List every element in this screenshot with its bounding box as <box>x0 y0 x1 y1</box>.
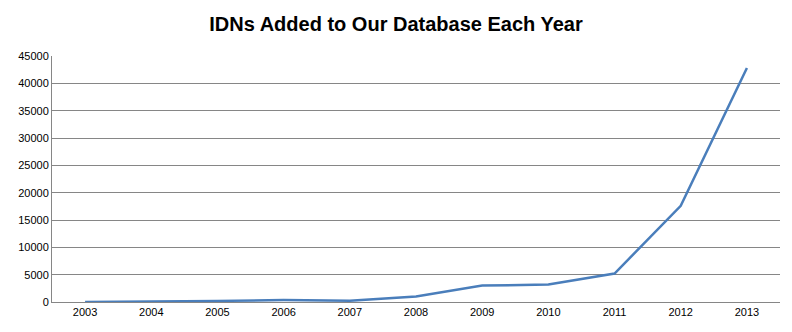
svg-text:25000: 25000 <box>18 159 49 171</box>
svg-text:2005: 2005 <box>205 306 229 318</box>
svg-text:2006: 2006 <box>271 306 295 318</box>
svg-text:40000: 40000 <box>18 77 49 89</box>
svg-text:2012: 2012 <box>668 306 692 318</box>
svg-text:0: 0 <box>43 296 49 308</box>
svg-text:2011: 2011 <box>603 306 627 318</box>
svg-text:2009: 2009 <box>470 306 494 318</box>
svg-text:IDNs Added to Our Database Eac: IDNs Added to Our Database Each Year <box>209 13 583 35</box>
svg-text:2010: 2010 <box>536 306 560 318</box>
svg-text:2003: 2003 <box>73 306 97 318</box>
svg-text:5000: 5000 <box>24 269 48 281</box>
svg-text:15000: 15000 <box>18 214 49 226</box>
svg-text:10000: 10000 <box>18 241 49 253</box>
svg-text:45000: 45000 <box>18 50 49 62</box>
svg-text:35000: 35000 <box>18 105 49 117</box>
svg-text:2013: 2013 <box>735 306 759 318</box>
svg-text:2004: 2004 <box>139 306 163 318</box>
svg-text:2008: 2008 <box>404 306 428 318</box>
svg-text:2007: 2007 <box>338 306 362 318</box>
svg-text:20000: 20000 <box>18 187 49 199</box>
svg-text:30000: 30000 <box>18 132 49 144</box>
